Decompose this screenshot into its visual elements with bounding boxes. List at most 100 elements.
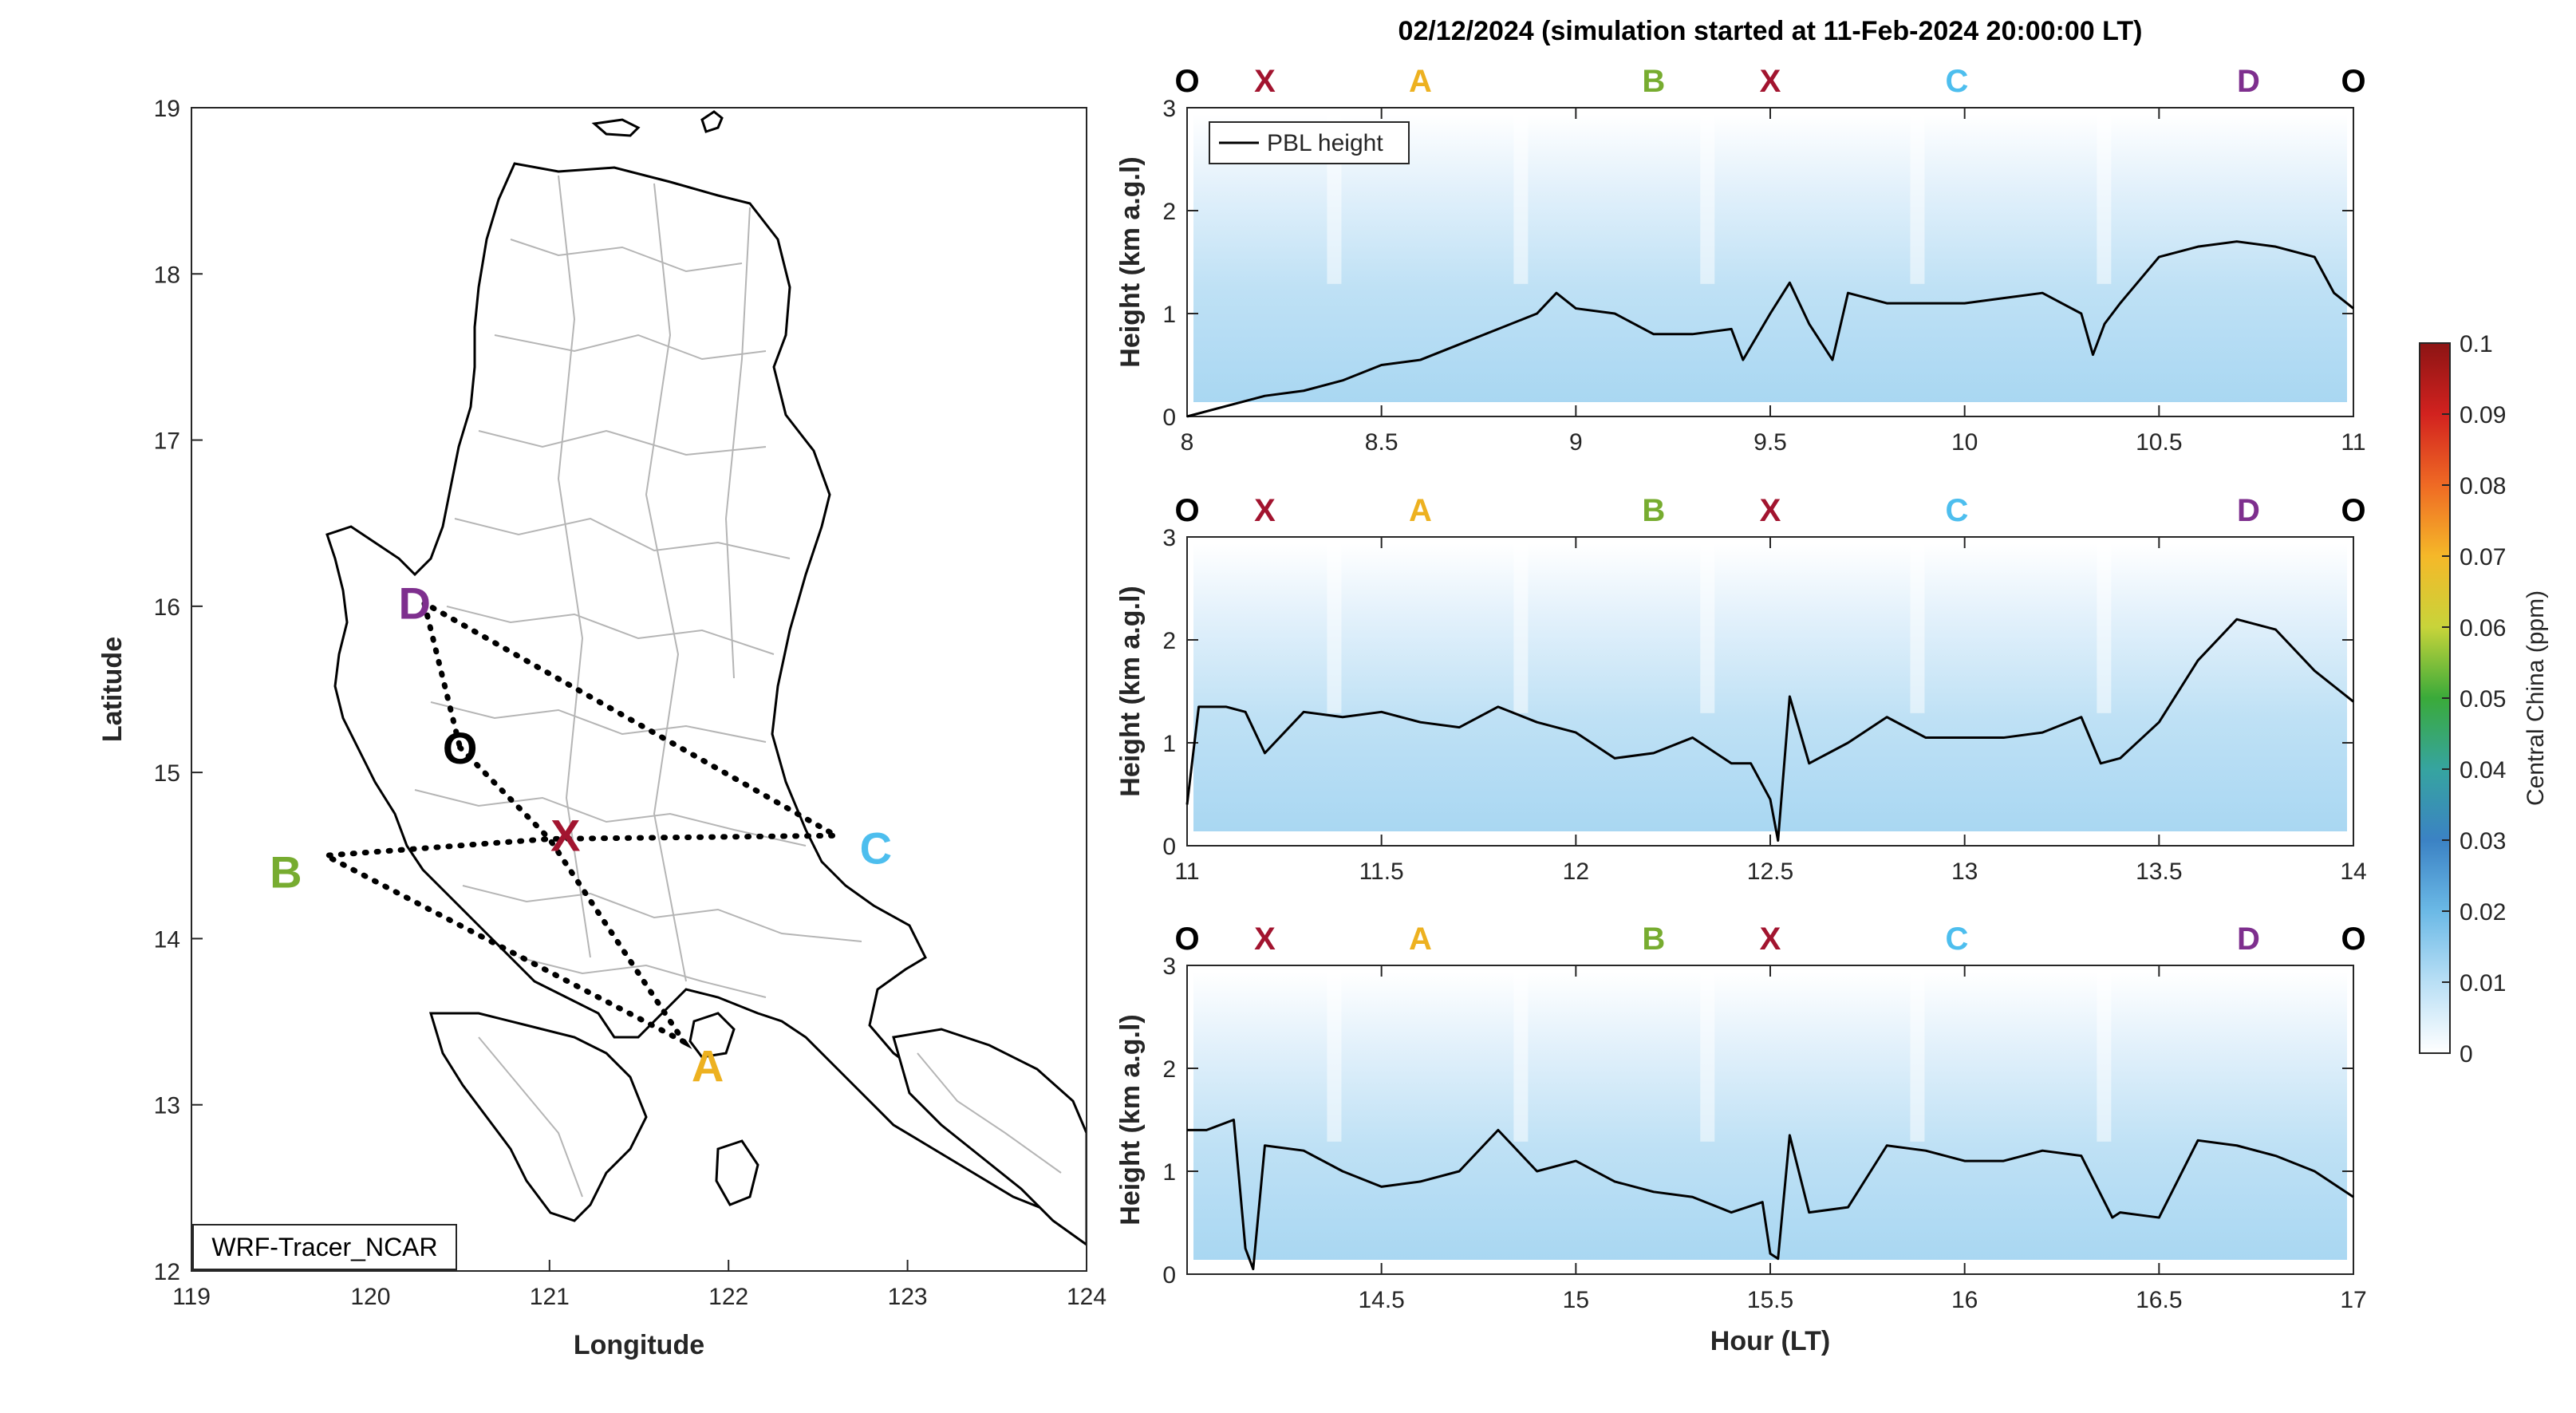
panel-xtick-label: 10.5 xyxy=(2136,429,2182,456)
map-ytick-label: 12 xyxy=(154,1259,180,1285)
panel-xtick-label: 9 xyxy=(1569,429,1583,456)
colorbar-tick-label: 0.02 xyxy=(2460,899,2506,926)
map-ytick-label: 19 xyxy=(154,96,180,122)
northern-island xyxy=(591,118,641,137)
waypoint-label: O xyxy=(1174,64,1199,99)
map-xtick-label: 124 xyxy=(1067,1284,1107,1310)
waypoint-label: B xyxy=(1642,493,1665,528)
map-axes-box xyxy=(191,107,1087,1272)
waypoint-label: A xyxy=(1409,64,1432,99)
transect-route xyxy=(315,597,846,1049)
map-ytick-label: 14 xyxy=(154,926,180,953)
map-xlabel: Longitude xyxy=(574,1330,704,1360)
map-ytick-label: 18 xyxy=(154,262,180,288)
colorbar-tick-label: 0.09 xyxy=(2460,402,2506,428)
waypoint-label: O xyxy=(1174,493,1199,528)
pbl-height-line xyxy=(1187,1119,2354,1271)
route-line xyxy=(315,597,846,1049)
panel-ytick-label: 3 xyxy=(1162,525,1176,551)
colorbar-label: Central China (ppm) xyxy=(2523,590,2549,806)
panel-ytick-label: 3 xyxy=(1162,953,1176,980)
waypoint-label: O xyxy=(2341,922,2365,957)
panel-xtick-label: 16.5 xyxy=(2136,1287,2182,1313)
panel-xtick-label: 15 xyxy=(1563,1287,1589,1313)
shared-xlabel: Hour (LT) xyxy=(1710,1326,1830,1356)
tracer-streak xyxy=(1700,114,1715,284)
waypoint-label: O xyxy=(1174,922,1199,957)
tracer-streak xyxy=(1700,972,1715,1142)
tracer-streak xyxy=(1513,972,1529,1142)
map-xtick-label: 120 xyxy=(350,1284,390,1310)
tracer-streak xyxy=(2097,543,2112,713)
panel-ytick-label: 0 xyxy=(1162,1262,1176,1289)
map-ytick-label: 15 xyxy=(154,760,180,787)
waypoint-label: X xyxy=(1760,493,1781,528)
panel-xtick-label: 11 xyxy=(1174,858,1199,885)
waypoint-label: O xyxy=(2341,493,2365,528)
panel-xtick-label: 12.5 xyxy=(1747,858,1793,885)
waypoint-label: X xyxy=(1760,922,1781,957)
panel-xtick-label: 10 xyxy=(1951,429,1978,456)
waypoint-label: D xyxy=(2237,64,2260,99)
panel-xtick-label: 14.5 xyxy=(1358,1287,1404,1313)
colorbar-tick-label: 0.05 xyxy=(2460,686,2506,712)
panel-ytick-label: 2 xyxy=(1162,628,1176,654)
panel-ytick-label: 1 xyxy=(1162,731,1176,757)
map-waypoints: O X A B C D xyxy=(270,578,892,1091)
panel-ylabel: Height (km a.g.l) xyxy=(1115,1014,1146,1225)
waypoint-label: A xyxy=(1409,493,1432,528)
waypoint-label: C xyxy=(1945,64,1968,99)
panel-ylabel: Height (km a.g.l) xyxy=(1115,586,1146,796)
waypoint-label: A xyxy=(1409,922,1432,957)
colorbar-tick-label: 0.07 xyxy=(2460,544,2506,570)
map-xtick-label: 119 xyxy=(172,1284,211,1310)
colorbar-tick-label: 0.03 xyxy=(2460,828,2506,855)
colorbar: 0 0.01 0.02 0.03 0.04 0.05 0.06 0.07 0.08 0.09 0.1… xyxy=(2419,331,2549,1068)
panel-xtick-label: 15.5 xyxy=(1747,1287,1793,1313)
tracer-streak xyxy=(1327,543,1342,713)
panel-ytick-label: 2 xyxy=(1162,1056,1176,1083)
tracer-streak xyxy=(1700,543,1715,713)
map-xtick-label: 122 xyxy=(708,1284,748,1310)
map-ytick-label: 16 xyxy=(154,594,180,621)
waypoint-label: X xyxy=(1254,64,1276,99)
colorbar-tick-label: 0.1 xyxy=(2460,331,2493,357)
map-xtick-label: 123 xyxy=(888,1284,928,1310)
panel-xtick-label: 17 xyxy=(2340,1287,2366,1313)
map-ytick-label: 17 xyxy=(154,428,180,455)
map-point-b: B xyxy=(270,847,302,897)
waypoint-label: X xyxy=(1254,922,1276,957)
map-panel: 119 120 121 122 123 124 12 13 14 15 16 17 18 19 O X A B C… xyxy=(97,96,1107,1360)
waypoint-label: C xyxy=(1945,922,1968,957)
panel-xtick-label: 16 xyxy=(1951,1287,1978,1313)
pbl-height-line xyxy=(1186,240,2354,418)
colorbar-tick-label: 0 xyxy=(2460,1041,2473,1068)
waypoint-label: X xyxy=(1254,493,1276,528)
waypoint-label: O xyxy=(2341,64,2365,99)
waypoint-label: D xyxy=(2237,493,2260,528)
colorbar-tick-label: 0.08 xyxy=(2460,473,2506,499)
legend: PBL height xyxy=(1209,121,1410,164)
model-label-box: WRF-Tracer_NCAR xyxy=(192,1224,457,1270)
tracer-streak xyxy=(1513,114,1529,284)
legend-label: PBL height xyxy=(1267,130,1383,156)
panel-ytick-label: 1 xyxy=(1162,302,1176,328)
tracer-streak xyxy=(1910,543,1925,713)
time-height-panel-3: 14.5 15 15.5 16 16.5 17 0 1 2 3 Height (km a.g.l) O… xyxy=(1115,922,2367,1313)
map-xtick-label: 121 xyxy=(530,1284,570,1310)
map-ylabel: Latitude xyxy=(97,637,128,742)
tracer-field xyxy=(1193,543,2347,831)
model-label: WRF-Tracer_NCAR xyxy=(211,1233,437,1261)
panel-ytick-label: 3 xyxy=(1162,96,1176,122)
marinduque-outline xyxy=(688,1012,736,1059)
northern-island xyxy=(700,110,724,133)
waypoint-label: D xyxy=(2237,922,2260,957)
waypoint-label: C xyxy=(1945,493,1968,528)
map-ticks: 119 120 121 122 123 124 12 13 14 15 16 17 18 19 xyxy=(154,96,1107,1310)
mindoro-outline xyxy=(428,1012,648,1222)
panel-ytick-label: 2 xyxy=(1162,199,1176,225)
panel-xtick-label: 12 xyxy=(1563,858,1589,885)
map-point-c: C xyxy=(860,823,892,873)
colorbar-tick-label: 0.01 xyxy=(2460,970,2506,997)
tracer-streak xyxy=(1910,972,1925,1142)
